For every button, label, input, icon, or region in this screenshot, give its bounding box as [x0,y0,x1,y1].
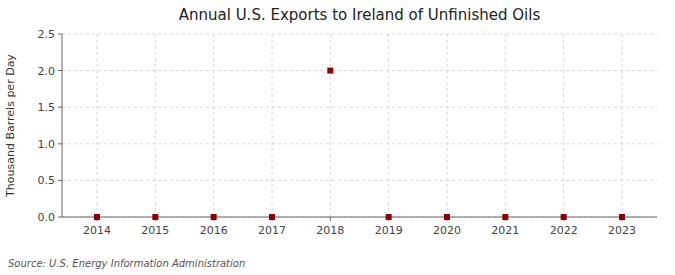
y-tick-label: 2.0 [38,65,56,78]
grid-line-y [62,34,657,35]
y-tick [58,217,62,218]
x-tick-label: 2021 [491,224,519,237]
point [269,214,275,220]
y-tick-label: 2.5 [38,28,56,41]
grid-line-x [97,34,98,217]
y-tick-label: 1.0 [38,138,56,151]
grid-line-y [62,107,657,108]
point [327,68,333,74]
x-tick-label: 2016 [200,224,228,237]
grid-line-y [62,217,657,218]
source-note: Source: U.S. Energy Information Administ… [8,258,245,269]
grid-line-x [388,34,389,217]
y-axis-line [62,34,63,217]
x-tick-label: 2023 [608,224,636,237]
grid-line-x [213,34,214,217]
x-tick [330,217,331,221]
point [152,214,158,220]
grid-line-x [505,34,506,217]
y-tick [58,143,62,144]
y-tick-label: 0.0 [38,211,56,224]
point [94,214,100,220]
x-tick-label: 2017 [258,224,286,237]
point [561,214,567,220]
y-tick-label: 0.5 [38,174,56,187]
y-ticks: 0.0 0.5 1.0 1.5 2.0 2.5 [38,28,63,224]
grid-line-y [62,70,657,71]
title: Annual U.S. Exports to Ireland of Unfini… [179,6,541,24]
x-axis-line [62,217,657,218]
x-tick-label: 2018 [316,224,344,237]
chart: 2014 2015 2016 2017 2018 2019 2020 2021 2022 2023… [0,0,675,275]
grid-line-x [447,34,448,217]
x-ticks: 2014 2015 2016 2017 2018 2019 2020 2021 2022 2023 [83,217,636,237]
point [619,214,625,220]
grid-line-x [563,34,564,217]
y-tick [58,34,62,35]
y-tick-label: 1.5 [38,101,56,114]
y-tick [58,180,62,181]
x-tick-label: 2022 [550,224,578,237]
y-axis-label: Thousand Barrels per Day [4,54,17,198]
point [211,214,217,220]
x-tick-label: 2014 [83,224,111,237]
point [444,214,450,220]
y-tick [58,70,62,71]
grid [62,34,657,217]
grid-line-x [622,34,623,217]
grid-line-y [62,143,657,144]
grid-line-y [62,180,657,181]
y-tick [58,107,62,108]
chart-container: 2014 2015 2016 2017 2018 2019 2020 2021 2022 2023… [0,0,675,275]
points [94,68,625,220]
grid-line-x [272,34,273,217]
grid-line-x [330,34,331,217]
x-tick-label: 2015 [141,224,169,237]
grid-line-x [155,34,156,217]
point [502,214,508,220]
point [386,214,392,220]
x-tick-label: 2019 [375,224,403,237]
x-tick-label: 2020 [433,224,461,237]
